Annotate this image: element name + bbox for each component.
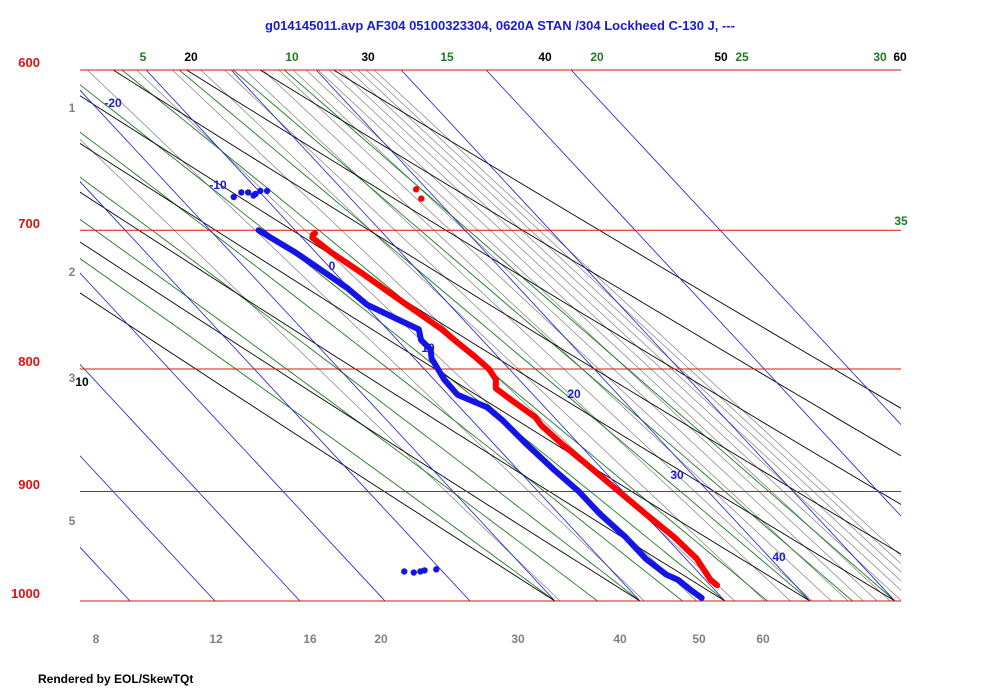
mixing-ratio-4 bbox=[80, 138, 561, 601]
dewpoint-point-1 bbox=[238, 189, 245, 196]
moist-adiabat-label-15: 15 bbox=[440, 50, 454, 64]
mixing-ratio-60 bbox=[348, 70, 901, 582]
dewpoint-trace bbox=[255, 227, 705, 601]
isotherm-label-30: 30 bbox=[670, 468, 684, 482]
isotherm-label--10: -10 bbox=[209, 178, 227, 192]
isotherm-60 bbox=[570, 70, 901, 426]
axis-labels: 600 700 800 900 1000 -20 -10 0 10 20 30 40 20 30 40 50 6… bbox=[11, 50, 908, 646]
mixing-ratio-32 bbox=[262, 70, 832, 601]
isotherm--30 bbox=[80, 363, 301, 601]
mixing-ratio-label-12: 12 bbox=[209, 632, 223, 646]
moist-adiabat-15 bbox=[80, 131, 683, 601]
pressure-label-800: 800 bbox=[18, 354, 40, 369]
dewpoint-point-5 bbox=[257, 187, 264, 195]
isotherm-label-10: 10 bbox=[421, 341, 435, 355]
dewpoint-point-4 bbox=[250, 192, 257, 199]
mixing-ratio-label-40: 40 bbox=[613, 632, 627, 646]
dry-adiabat-20 bbox=[80, 191, 726, 601]
moist-adiabat-label-30: 30 bbox=[873, 50, 887, 64]
mixing-ratio-24 bbox=[224, 70, 791, 601]
dewpoint-point-10 bbox=[421, 567, 428, 574]
dry-adiabat-label-60: 60 bbox=[893, 50, 907, 64]
height-label-5: 5 bbox=[69, 514, 76, 528]
dry-adiabat-30 bbox=[80, 142, 811, 601]
mixing-ratio-lines bbox=[80, 70, 901, 601]
temperature-point-1 bbox=[418, 195, 425, 202]
isotherm-0 bbox=[80, 89, 556, 601]
dry-adiabat-40 bbox=[80, 95, 896, 601]
pressure-label-1000: 1000 bbox=[11, 586, 40, 601]
isotherm--60 bbox=[0, 70, 45, 601]
mixing-ratio-label-20: 20 bbox=[374, 632, 388, 646]
height-label-3: 3 bbox=[69, 371, 76, 385]
isotherm--50 bbox=[80, 546, 131, 601]
mixing-ratio-label-60: 60 bbox=[756, 632, 770, 646]
isotherm-label--20: -20 bbox=[104, 96, 122, 110]
moist-adiabat-40 bbox=[283, 70, 896, 601]
isotherm-label-0: 0 bbox=[329, 259, 336, 273]
mixing-ratio-52 bbox=[328, 70, 901, 601]
dewpoint-point-7 bbox=[401, 568, 408, 575]
mixing-ratio-28 bbox=[244, 70, 813, 601]
moist-adiabat-0 bbox=[80, 258, 556, 601]
moist-adiabat-label-5: 5 bbox=[140, 50, 147, 64]
isotherm-40 bbox=[400, 70, 896, 601]
dry-adiabat-label-20: 20 bbox=[184, 50, 198, 64]
isotherm-label-40: 40 bbox=[772, 550, 786, 564]
isotherm-50 bbox=[485, 70, 901, 517]
pressure-label-700: 700 bbox=[18, 216, 40, 231]
mixing-ratio-label-50: 50 bbox=[692, 632, 706, 646]
dry-adiabat-lines bbox=[80, 70, 901, 601]
mixing-ratio-40 bbox=[292, 70, 864, 601]
dry-adiabat-label-10: 10 bbox=[75, 375, 89, 389]
pressure-label-600: 600 bbox=[18, 55, 40, 70]
moist-adiabat-label-25: 25 bbox=[735, 50, 749, 64]
dewpoint-point-0 bbox=[230, 193, 237, 201]
dry-adiabat-label-40: 40 bbox=[538, 50, 552, 64]
height-label-2: 2 bbox=[69, 265, 76, 279]
mixing-ratio-label-30: 30 bbox=[511, 632, 525, 646]
height-label-1: 1 bbox=[69, 101, 76, 115]
dewpoint-point-6 bbox=[263, 187, 271, 195]
mixing-ratio-label-16: 16 bbox=[303, 632, 317, 646]
isotherm--10 bbox=[80, 181, 471, 601]
moist-adiabat-10 bbox=[80, 176, 641, 601]
isotherm-10 bbox=[145, 70, 641, 601]
moist-adiabat-label-20: 20 bbox=[590, 50, 604, 64]
isotherm--20 bbox=[80, 272, 386, 601]
dry-adiabat-70 bbox=[259, 70, 901, 457]
renderer-credit: Rendered by EOL/SkewTQt bbox=[38, 672, 194, 686]
moist-adiabat-label-10: 10 bbox=[285, 50, 299, 64]
dewpoint-point-8 bbox=[410, 569, 417, 576]
isotherm--40 bbox=[80, 455, 216, 601]
pressure-label-900: 900 bbox=[18, 477, 40, 492]
temperature-point-0 bbox=[412, 186, 420, 193]
temperature-trace bbox=[309, 230, 721, 589]
isotherm-lines bbox=[0, 70, 901, 601]
moist-adiabat-30 bbox=[178, 70, 811, 601]
dry-adiabat-80 bbox=[333, 70, 901, 409]
dewpoint-point-2 bbox=[244, 189, 252, 196]
mixing-ratio-44 bbox=[305, 70, 878, 601]
mixing-ratio-56 bbox=[339, 70, 901, 591]
chart-title: g014145011.avp AF304 05100323304, 0620A … bbox=[265, 18, 735, 33]
dry-adiabat-10 bbox=[80, 241, 641, 601]
dewpoint-point-11 bbox=[433, 566, 440, 573]
sounding-traces bbox=[230, 186, 721, 601]
mixing-ratio-label-8: 8 bbox=[93, 632, 100, 646]
dry-adiabat-label-50: 50 bbox=[714, 50, 728, 64]
dry-adiabat-0 bbox=[80, 292, 556, 601]
moist-adiabat-35 bbox=[232, 70, 853, 601]
isotherm-30 bbox=[315, 70, 811, 601]
moist-adiabat-label-35: 35 bbox=[894, 214, 908, 228]
dry-adiabat-label-30: 30 bbox=[361, 50, 375, 64]
isotherm-label-20: 20 bbox=[567, 387, 581, 401]
